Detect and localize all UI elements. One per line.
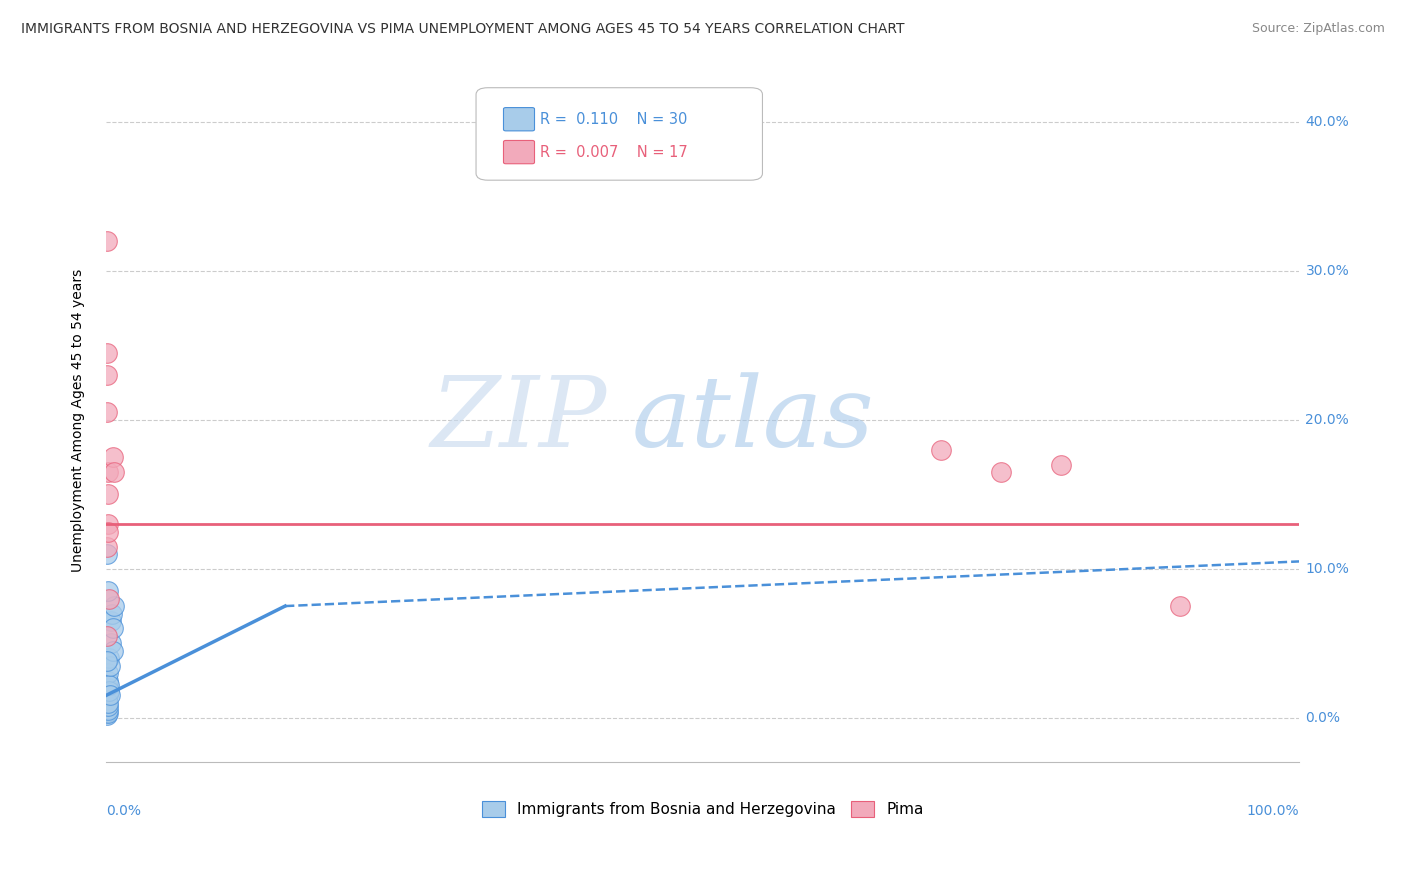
Point xyxy=(1168,599,1191,613)
Text: Source: ZipAtlas.com: Source: ZipAtlas.com xyxy=(1251,22,1385,36)
Point xyxy=(931,442,953,457)
Text: atlas: atlas xyxy=(631,372,875,467)
Point xyxy=(97,465,120,479)
Point xyxy=(101,644,124,658)
Point xyxy=(96,707,118,722)
FancyBboxPatch shape xyxy=(503,140,534,164)
Point xyxy=(96,405,118,419)
FancyBboxPatch shape xyxy=(503,108,534,131)
Point xyxy=(98,658,121,673)
Point xyxy=(97,703,120,717)
Point xyxy=(96,705,118,719)
Point xyxy=(97,696,120,710)
Point xyxy=(103,450,125,465)
Text: R =  0.110    N = 30: R = 0.110 N = 30 xyxy=(540,112,688,127)
Text: R =  0.007    N = 17: R = 0.007 N = 17 xyxy=(540,145,688,160)
Point xyxy=(96,696,118,710)
Point xyxy=(103,599,125,613)
Text: 0.0%: 0.0% xyxy=(1305,711,1340,725)
Point xyxy=(100,614,122,628)
Point xyxy=(96,629,118,643)
Point xyxy=(96,547,118,561)
Point xyxy=(97,666,120,681)
Point xyxy=(98,651,121,665)
Point xyxy=(96,693,118,707)
Point xyxy=(96,702,118,716)
FancyBboxPatch shape xyxy=(477,87,762,180)
Point xyxy=(98,689,121,703)
Point xyxy=(96,654,118,668)
Point xyxy=(96,346,118,360)
Point xyxy=(97,584,120,599)
Text: 30.0%: 30.0% xyxy=(1305,264,1350,278)
Text: 20.0%: 20.0% xyxy=(1305,413,1350,427)
Text: 40.0%: 40.0% xyxy=(1305,115,1350,129)
Point xyxy=(96,234,118,248)
Point xyxy=(97,684,120,698)
Point xyxy=(97,689,120,703)
Point xyxy=(96,698,118,713)
Point xyxy=(990,465,1012,479)
Text: IMMIGRANTS FROM BOSNIA AND HERZEGOVINA VS PIMA UNEMPLOYMENT AMONG AGES 45 TO 54 : IMMIGRANTS FROM BOSNIA AND HERZEGOVINA V… xyxy=(21,22,904,37)
Point xyxy=(103,622,125,636)
Point xyxy=(1049,458,1071,472)
Point xyxy=(101,607,124,621)
Point xyxy=(96,703,118,717)
Point xyxy=(103,465,125,479)
Text: 10.0%: 10.0% xyxy=(1305,562,1350,576)
Point xyxy=(96,681,118,695)
Point xyxy=(97,487,120,501)
Point xyxy=(97,698,120,713)
Point xyxy=(98,591,121,606)
Point xyxy=(96,540,118,554)
Point xyxy=(97,517,120,532)
Point xyxy=(100,636,122,650)
Legend: Immigrants from Bosnia and Herzegovina, Pima: Immigrants from Bosnia and Herzegovina, … xyxy=(475,795,929,823)
Point xyxy=(96,706,118,721)
Point xyxy=(96,706,118,721)
Text: ZIP: ZIP xyxy=(432,372,607,467)
Text: 0.0%: 0.0% xyxy=(105,804,141,818)
Point xyxy=(98,678,121,692)
Point xyxy=(96,524,118,539)
Point xyxy=(96,368,118,383)
Point xyxy=(97,673,120,688)
Y-axis label: Unemployment Among Ages 45 to 54 years: Unemployment Among Ages 45 to 54 years xyxy=(72,268,86,572)
Text: 100.0%: 100.0% xyxy=(1247,804,1299,818)
